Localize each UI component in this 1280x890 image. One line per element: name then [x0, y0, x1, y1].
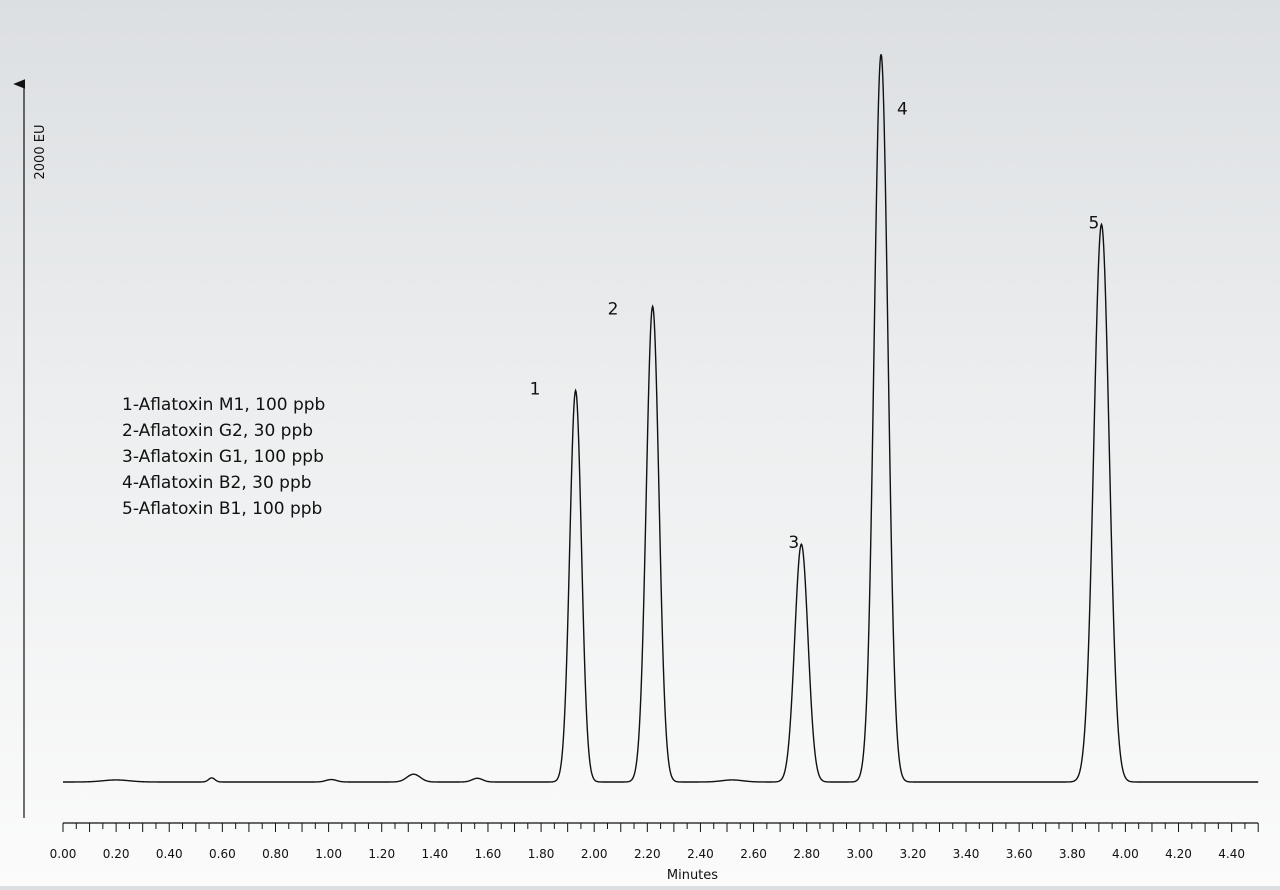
x-tick-label: 1.20 [368, 847, 395, 861]
x-tick-label: 2.40 [687, 847, 714, 861]
trace-group [63, 54, 1259, 783]
chromatogram-trace [63, 54, 1259, 783]
y-axis-scale-label: 2000 EU [33, 125, 48, 180]
x-tick-label: 1.60 [475, 847, 502, 861]
legend-item: 4-Aflatoxin B2, 30 ppb [122, 473, 312, 493]
x-axis-title: Minutes [667, 868, 718, 883]
peak-label-5: 5 [1088, 213, 1099, 233]
peak-label-1: 1 [530, 379, 541, 399]
x-tick-label: 0.00 [50, 847, 77, 861]
x-tick-label: 1.00 [315, 847, 342, 861]
legend-item: 5-Aflatoxin B1, 100 ppb [122, 499, 322, 519]
x-tick-label: 0.20 [103, 847, 130, 861]
x-tick-label: 0.60 [209, 847, 236, 861]
x-tick-label: 4.00 [1112, 847, 1139, 861]
x-tick-label: 3.00 [846, 847, 873, 861]
legend-item: 2-Aflatoxin G2, 30 ppb [122, 421, 313, 441]
x-tick-label: 4.40 [1218, 847, 1245, 861]
peak-label-2: 2 [608, 299, 619, 319]
peak-label-4: 4 [897, 99, 908, 119]
x-tick-label: 2.00 [581, 847, 608, 861]
legend-item: 1-Aflatoxin M1, 100 ppb [122, 395, 325, 415]
x-tick-label: 2.60 [740, 847, 767, 861]
peak-labels-group: 1 2 3 4 5 [530, 99, 1100, 553]
x-tick-label: 0.40 [156, 847, 183, 861]
x-tick-label: 1.80 [528, 847, 555, 861]
x-tick-label: 0.80 [262, 847, 289, 861]
x-tick-label: 4.20 [1165, 847, 1192, 861]
legend: 1-Aflatoxin M1, 100 ppb 2-Aflatoxin G2, 3… [122, 395, 325, 519]
x-tick-label: 3.20 [900, 847, 927, 861]
x-tick-label: 1.40 [421, 847, 448, 861]
x-tick-label: 3.60 [1006, 847, 1033, 861]
x-tick-label: 3.40 [953, 847, 980, 861]
x-ticks-group: 0.00 0.20 0.40 0.60 0.80 1.00 1.20 1.40 1.60 1.80… [50, 823, 1259, 861]
x-tick-label: 3.80 [1059, 847, 1086, 861]
peak-label-3: 3 [788, 533, 799, 553]
x-tick-label: 2.20 [634, 847, 661, 861]
x-tick-label: 2.80 [793, 847, 820, 861]
legend-item: 3-Aflatoxin G1, 100 ppb [122, 447, 324, 467]
